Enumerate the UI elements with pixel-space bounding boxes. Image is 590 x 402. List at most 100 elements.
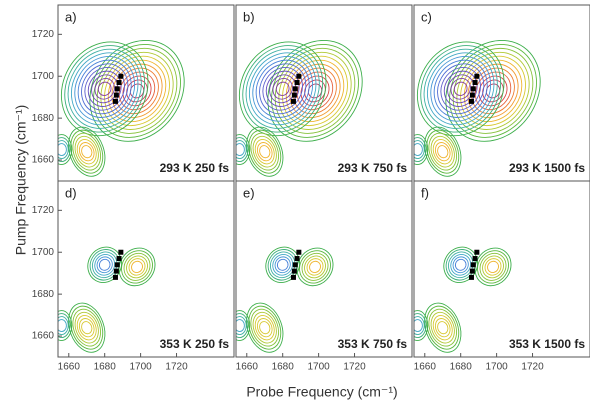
contour [433, 59, 488, 118]
contour [74, 311, 99, 344]
contour [236, 134, 251, 166]
contour [58, 140, 69, 160]
contour [452, 47, 534, 134]
contours [236, 246, 334, 353]
contour [236, 316, 247, 336]
contour [238, 41, 327, 137]
nodal-marker [112, 98, 118, 104]
panel: b) 293 K 750 fs [235, 4, 413, 182]
x-tick-label: 1660 [414, 362, 437, 373]
contour [74, 56, 136, 122]
contour [432, 138, 453, 165]
y-tick-label: 1700 [32, 71, 55, 82]
nodal-marker [291, 92, 297, 98]
contour [248, 305, 282, 350]
contour [58, 137, 71, 163]
nodal-marker [118, 73, 124, 79]
contour [423, 48, 498, 129]
contour [474, 71, 512, 111]
contour [96, 256, 113, 274]
contour [236, 143, 245, 157]
contour [414, 134, 429, 166]
contour [115, 67, 159, 115]
contour [427, 52, 495, 126]
panel-label: d) [65, 185, 77, 200]
contour [453, 81, 468, 96]
panel: 1660 1680 1700 1720 f) 353 K 1500 fs [413, 180, 590, 373]
contour [128, 258, 146, 276]
panel: c) 293 K 1500 fs [413, 4, 590, 182]
contour [482, 255, 504, 279]
contour [58, 313, 71, 339]
nodal-marker [468, 274, 474, 280]
nodal-marker [296, 249, 302, 255]
contour [414, 137, 427, 163]
contour [64, 45, 146, 133]
x-tick-label: 1680 [450, 362, 473, 373]
x-axis-label: Probe Frequency (cm⁻¹) [246, 384, 397, 400]
contour [72, 132, 102, 171]
contour [414, 140, 425, 160]
y-tick-label: 1660 [32, 331, 55, 342]
contour [81, 63, 129, 115]
contour [259, 145, 271, 159]
contour [94, 254, 116, 276]
contour [414, 143, 423, 157]
contour [118, 71, 156, 111]
contour [236, 313, 249, 339]
panel-annotation: 293 K 1500 fs [509, 161, 585, 175]
y-tick-label: 1660 [32, 155, 55, 166]
contour [426, 305, 460, 350]
contour [434, 318, 451, 338]
x-tick-label: 1700 [129, 362, 152, 373]
x-tick-label: 1720 [343, 362, 366, 373]
contour [97, 81, 112, 96]
panel-frame [413, 4, 590, 182]
panel-label: a) [65, 9, 77, 24]
contour [471, 67, 515, 115]
contour [72, 308, 102, 347]
contour [414, 313, 427, 339]
contour [250, 308, 280, 347]
panel: 1660 1680 1700 1720 1660 1680 1700 1720 d) 353 K … [32, 180, 235, 373]
contour [78, 142, 95, 162]
contour [300, 75, 330, 107]
nodal-marker [118, 249, 124, 255]
contour [262, 67, 303, 111]
contour [236, 137, 249, 163]
contour [437, 321, 449, 335]
contour [121, 250, 153, 284]
contour [252, 56, 314, 122]
nodal-marker [113, 92, 119, 98]
panel-annotation: 353 K 1500 fs [509, 337, 585, 351]
panel: 1660 1680 1700 1720 a) 293 K 250 fs [32, 4, 235, 182]
contour [265, 246, 301, 283]
panel-annotation: 293 K 250 fs [160, 161, 230, 175]
x-tick-label: 1700 [307, 362, 330, 373]
contour [236, 140, 247, 160]
x-tick-label: 1660 [236, 362, 259, 373]
contour [301, 252, 329, 281]
nodal-marker [296, 73, 302, 79]
nodal-marker [112, 274, 118, 280]
contours [414, 246, 512, 353]
contour [432, 314, 453, 341]
nodal-marker [291, 268, 297, 274]
contour [272, 78, 293, 100]
contour [296, 71, 334, 111]
contour [426, 129, 460, 174]
nodal-marker [292, 86, 298, 92]
contour [477, 250, 509, 284]
contour [98, 258, 111, 271]
contour [293, 67, 337, 115]
contour [122, 75, 152, 107]
x-tick-label: 1680 [94, 362, 117, 373]
contour [479, 252, 507, 281]
x-tick-label: 1720 [521, 362, 544, 373]
contour [77, 59, 132, 118]
contour [96, 47, 178, 134]
nodal-marker [113, 268, 119, 274]
contour [126, 255, 148, 279]
contour [236, 310, 251, 342]
contour [254, 314, 275, 341]
